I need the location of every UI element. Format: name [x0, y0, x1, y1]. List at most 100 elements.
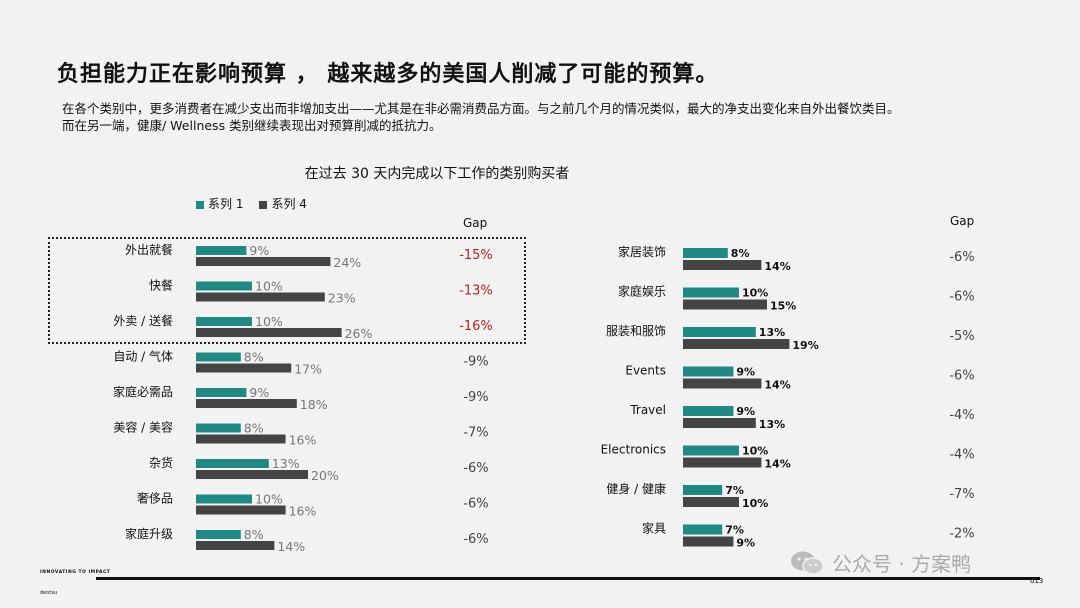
left-value-label-series4: 17% [294, 362, 322, 377]
left-bar-series4 [196, 328, 342, 337]
right-category-label: Electronics [601, 443, 666, 457]
right-bar-series4 [683, 536, 734, 547]
right-category-label: Events [625, 364, 666, 378]
gap-header-right: Gap [950, 214, 975, 228]
left-category-label: 美容 / 美容 [113, 420, 173, 435]
right-value-label-series1: 7% [725, 484, 744, 497]
highlight-box [48, 237, 526, 344]
legend-item-series1: 系列 1 [196, 195, 243, 212]
right-value-label-series1: 10% [742, 445, 768, 458]
left-bar-series1 [196, 494, 252, 504]
right-gap-label: -6% [949, 250, 974, 265]
right-value-label-series4: 14% [764, 379, 790, 392]
left-bar-series4 [196, 505, 286, 515]
watermark-text: 公众号 · 方案鸭 [832, 552, 972, 576]
right-value-label-series1: 7% [725, 524, 744, 537]
right-value-label-series4: 15% [770, 300, 796, 313]
right-bar-series4 [683, 497, 739, 507]
left-value-label-series1: 8% [244, 421, 264, 436]
right-category-label: 家居装饰 [618, 244, 666, 259]
legend-swatch-series4 [259, 200, 268, 209]
left-bar-series1 [196, 388, 247, 397]
legend-swatch-series1 [196, 200, 204, 209]
right-bar-series4 [683, 457, 762, 468]
right-bar-series1 [683, 406, 734, 416]
right-value-label-series1: 9% [736, 366, 755, 379]
chart-title: 在过去 30 天内完成以下工作的类别购买者 [304, 166, 570, 182]
left-bar-series1 [196, 530, 241, 539]
left-category-label: 自动 / 气体 [113, 349, 173, 364]
right-gap-label: -6% [949, 369, 974, 384]
left-bar-series1 [196, 352, 241, 362]
left-bar-series1 [196, 423, 241, 433]
right-category-label: 服装和服饰 [606, 324, 666, 338]
right-bar-series4 [683, 418, 756, 428]
left-value-label-series1: 9% [249, 243, 269, 258]
left-value-label-series4: 20% [311, 468, 339, 483]
right-value-label-series1: 13% [759, 326, 785, 339]
footer-brand-dentsu: dentsu [40, 590, 58, 596]
right-category-label: 健身 / 健康 [606, 481, 666, 496]
right-category-label: Travel [629, 403, 666, 417]
left-value-label-series1: 8% [244, 350, 264, 365]
legend-label-series1: 系列 1 [208, 197, 244, 211]
right-gap-label: -4% [949, 448, 974, 463]
right-bar-series4 [683, 339, 790, 349]
left-value-label-series4: 24% [333, 255, 361, 270]
left-category-label: 外卖 / 送餐 [113, 313, 173, 328]
left-gap-label: -7% [463, 426, 488, 441]
chart-legend: 系列 1 系列 4 [196, 195, 307, 212]
right-bar-series1 [683, 445, 739, 456]
left-bar-series4 [196, 470, 308, 479]
left-value-label-series4: 16% [289, 433, 317, 448]
right-value-label-series1: 9% [736, 405, 755, 418]
left-category-label: 奢侈品 [137, 492, 173, 506]
right-value-label-series4: 14% [764, 260, 790, 273]
right-value-label-series1: 10% [742, 287, 768, 300]
footer-brand: INNOVATING TO IMPACT [40, 570, 111, 575]
right-bar-series1 [683, 524, 723, 535]
left-bar-series4 [196, 434, 286, 444]
subtitle-line-1: 在各个类别中，更多消费者在减少支出而非增加支出——尤其是在非必需消费品方面。与之… [62, 101, 900, 116]
left-bar-series4 [196, 399, 297, 408]
right-gap-label: -2% [949, 527, 974, 542]
right-bar-series1 [683, 327, 756, 337]
left-gap-label: -9% [463, 390, 488, 405]
left-value-label-series1: 10% [255, 314, 283, 329]
right-gap-label: -7% [949, 487, 974, 502]
left-bar-series4 [196, 541, 275, 550]
left-value-label-series1: 8% [244, 527, 264, 542]
legend-label-series4: 系列 4 [271, 197, 307, 211]
right-bar-series1 [683, 248, 728, 258]
right-gap-label: -4% [949, 408, 974, 423]
left-value-label-series1: 10% [255, 492, 283, 507]
left-gap-label: -9% [463, 355, 488, 370]
left-value-label-series1: 13% [272, 456, 300, 471]
right-gap-label: -6% [949, 290, 974, 305]
left-bar-series1 [196, 246, 247, 255]
left-bar-series4 [196, 363, 292, 373]
subtitle-line-2: 而在另一端，健康/ Wellness 类别继续表现出对预算削减的抵抗力。 [62, 118, 442, 133]
watermark: 公众号 · 方案鸭 [790, 548, 971, 577]
wechat-icon [791, 551, 824, 575]
right-value-label-series1: 8% [731, 247, 750, 260]
right-bar-series1 [683, 485, 723, 495]
left-value-label-series1: 10% [255, 279, 283, 294]
left-category-label: 外出就餐 [125, 242, 173, 257]
left-value-label-series4: 26% [345, 326, 373, 341]
right-bar-series1 [683, 287, 739, 298]
left-value-label-series1: 9% [249, 385, 269, 400]
right-value-label-series4: 19% [792, 339, 818, 352]
left-gap-label: -6% [463, 461, 488, 476]
left-bar-series1 [196, 459, 269, 468]
right-bar-series4 [683, 378, 762, 389]
left-value-label-series4: 23% [328, 291, 356, 306]
left-value-label-series4: 14% [277, 539, 305, 554]
right-value-label-series4: 14% [764, 458, 790, 471]
left-gap-label: -6% [463, 532, 488, 547]
page-title: 负担能力正在影响预算 ， 越来越多的美国人削减了可能的预算。 [57, 62, 719, 87]
left-gap-label: -15% [459, 248, 493, 263]
left-gap-label: -13% [459, 284, 493, 299]
right-category-label: 家庭娱乐 [618, 284, 666, 299]
